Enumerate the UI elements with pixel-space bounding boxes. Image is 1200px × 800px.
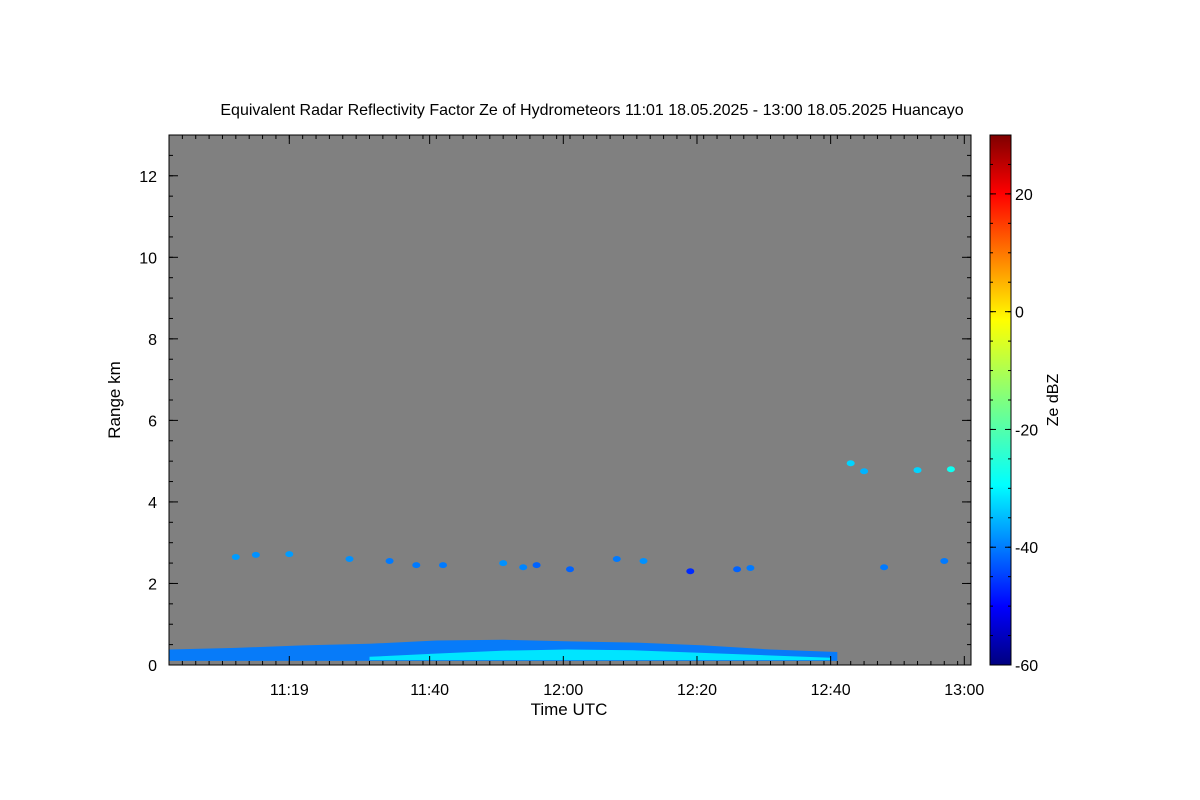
y-tick-label: 8 bbox=[148, 332, 157, 349]
x-tick-label: 12:00 bbox=[543, 682, 583, 699]
plot-area bbox=[168, 134, 972, 666]
echo-cell-22 bbox=[913, 467, 922, 474]
colorbar-tick-label: -40 bbox=[1015, 540, 1038, 557]
echo-cell-11 bbox=[532, 562, 541, 569]
echo-cell-15 bbox=[686, 568, 695, 575]
colorbar-tick-label: 0 bbox=[1015, 305, 1024, 322]
echo-cell-17 bbox=[746, 565, 755, 571]
x-axis: 11:19 11:40 12:00 12:20 12:40 13:00 bbox=[168, 135, 984, 699]
echo-cell-20 bbox=[846, 460, 855, 467]
echo-cell-8 bbox=[439, 562, 447, 569]
echo-cell-6 bbox=[385, 558, 394, 564]
x-axis-label: Time UTC bbox=[531, 700, 608, 719]
echo-cell-14 bbox=[639, 558, 648, 564]
echo-cell-4 bbox=[285, 551, 294, 558]
echo-cell-19 bbox=[940, 558, 949, 564]
y-tick-label: 4 bbox=[148, 495, 157, 512]
echo-layer bbox=[169, 460, 955, 661]
colorbar-label: Ze dBZ bbox=[1045, 374, 1062, 427]
echo-cell-13 bbox=[612, 556, 621, 562]
echo-cell-5 bbox=[345, 556, 354, 562]
echo-cell-16 bbox=[733, 566, 742, 573]
x-tick-label: 13:00 bbox=[944, 682, 984, 699]
echo-cell-9 bbox=[499, 560, 508, 567]
echo-cell-21 bbox=[860, 468, 869, 475]
x-tick-label: 12:20 bbox=[677, 682, 717, 699]
y-tick-label: 6 bbox=[148, 413, 157, 430]
echo-cell-3 bbox=[251, 551, 260, 558]
y-tick-label: 0 bbox=[148, 658, 157, 675]
colorbar-gradient bbox=[989, 134, 1012, 666]
echo-cell-23 bbox=[946, 466, 955, 473]
colorbar-tick-label: -60 bbox=[1015, 658, 1038, 675]
y-tick-label: 2 bbox=[148, 576, 157, 593]
plot-background bbox=[169, 135, 971, 665]
y-tick-label: 12 bbox=[139, 169, 157, 186]
colorbar-tick-label: -20 bbox=[1015, 422, 1038, 439]
echo-cell-18 bbox=[880, 564, 889, 571]
x-tick-label: 11:40 bbox=[410, 682, 449, 699]
colorbar-tick-label: 20 bbox=[1015, 187, 1033, 204]
colorbar: -60 -40 -20 0 20 bbox=[989, 134, 1038, 675]
y-axis: 0 2 4 6 8 10 12 bbox=[139, 134, 971, 675]
echo-cell-10 bbox=[519, 564, 528, 571]
y-axis-label: Range km bbox=[105, 361, 124, 438]
x-tick-label: 11:19 bbox=[270, 682, 309, 699]
echo-band-1 bbox=[369, 649, 831, 661]
colorbar-ticks: -60 -40 -20 0 20 bbox=[990, 134, 1038, 675]
echo-cell-2 bbox=[231, 554, 240, 560]
y-tick-label: 10 bbox=[139, 250, 157, 267]
echo-cell-7 bbox=[412, 562, 421, 569]
x-tick-label: 12:40 bbox=[811, 682, 851, 699]
echo-cell-12 bbox=[566, 566, 574, 573]
chart-title: Equivalent Radar Reflectivity Factor Ze … bbox=[220, 102, 963, 119]
